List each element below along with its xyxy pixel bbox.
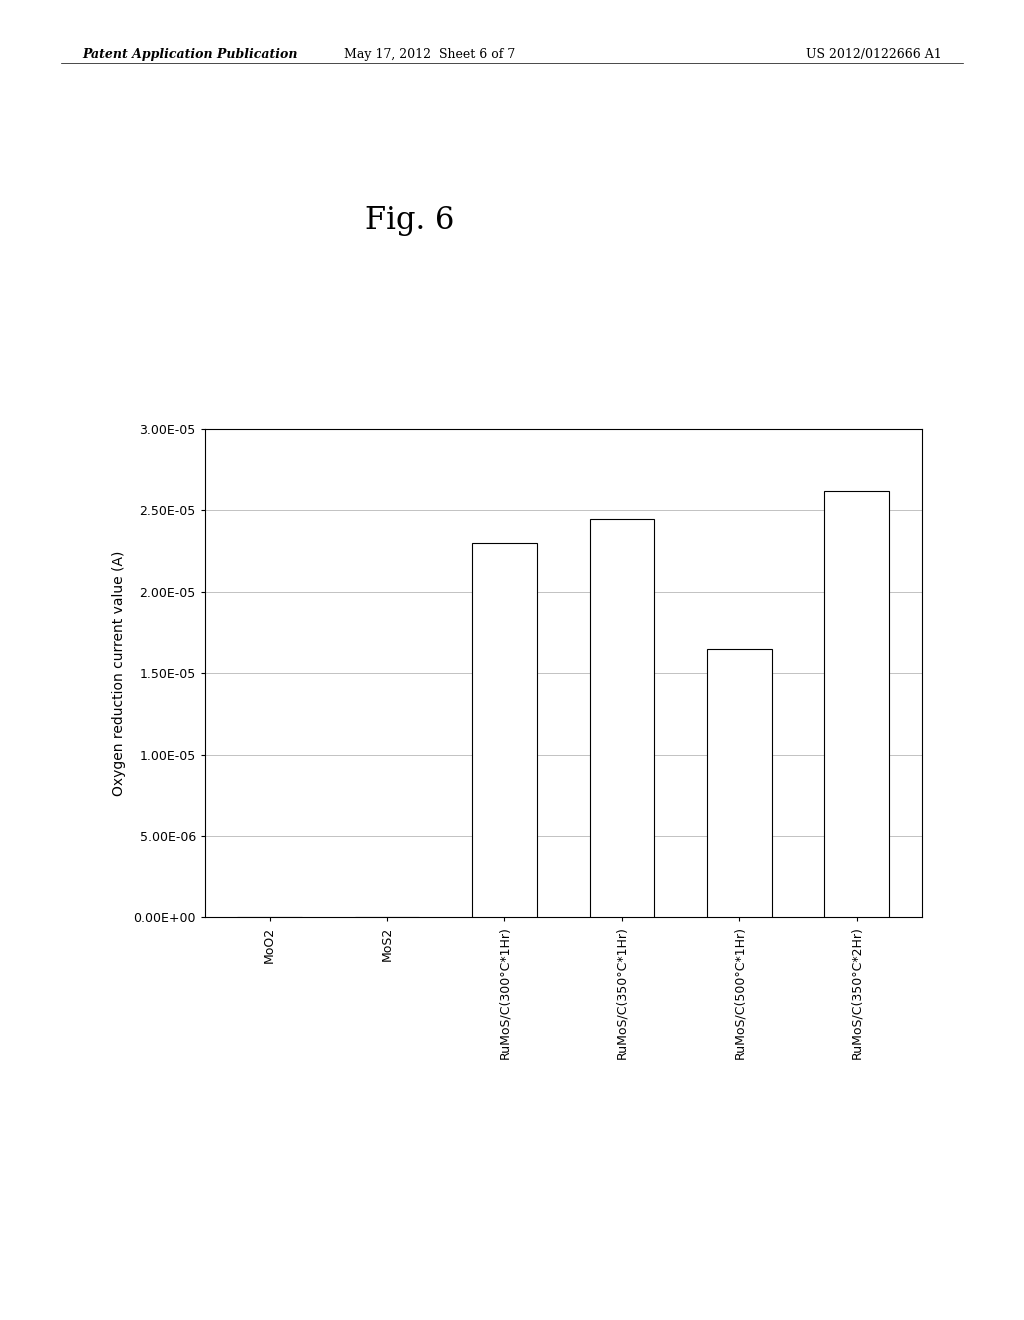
- Bar: [472, 543, 537, 917]
- Text: Fig. 6: Fig. 6: [365, 205, 455, 235]
- Y-axis label: Oxygen reduction current value (A): Oxygen reduction current value (A): [113, 550, 126, 796]
- Text: Patent Application Publication: Patent Application Publication: [82, 48, 297, 61]
- Text: May 17, 2012  Sheet 6 of 7: May 17, 2012 Sheet 6 of 7: [344, 48, 516, 61]
- Bar: [824, 491, 889, 917]
- Text: US 2012/0122666 A1: US 2012/0122666 A1: [806, 48, 942, 61]
- Bar: [707, 648, 772, 917]
- Bar: [590, 519, 654, 917]
